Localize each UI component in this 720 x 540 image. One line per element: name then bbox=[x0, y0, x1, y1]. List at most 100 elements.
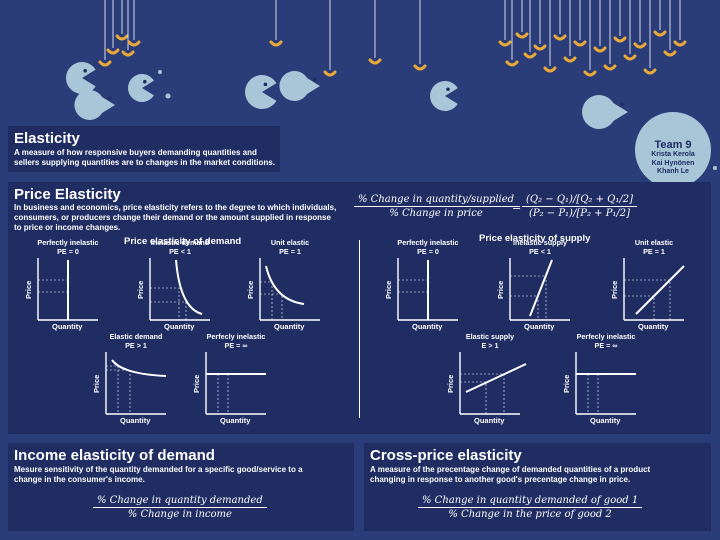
bait-icon bbox=[121, 50, 135, 57]
formula-denominator: % Change in the price of good 2 bbox=[418, 507, 643, 520]
formula-denominator: (P₂ − P₁)/[P₂ + P₁/2] bbox=[522, 206, 638, 219]
team-member: Kai Hynönen bbox=[651, 159, 695, 167]
fish-icon bbox=[245, 75, 277, 109]
cross-price-elasticity-title: Cross-price elasticity bbox=[370, 447, 522, 464]
y-axis-label: Price bbox=[136, 280, 145, 299]
fish-icon bbox=[279, 71, 320, 102]
fish-icon bbox=[128, 74, 154, 102]
fishing-lines bbox=[98, 0, 687, 77]
bait-icon bbox=[106, 48, 120, 55]
fish-eye-icon bbox=[263, 82, 268, 87]
bait-icon bbox=[323, 70, 337, 77]
fish-icon bbox=[582, 95, 628, 129]
graph-title: Elastic supply E > 1 bbox=[465, 332, 515, 350]
graph-title: Perfectly inelastic PE = 0 bbox=[397, 238, 459, 256]
bait-icon bbox=[523, 52, 537, 59]
bait-icon bbox=[623, 54, 637, 61]
fish-eye-icon bbox=[143, 79, 147, 84]
elasticity-title: Elasticity bbox=[14, 130, 80, 147]
elasticity-description: A measure of how responsive buyers deman… bbox=[14, 148, 275, 167]
curve-line bbox=[465, 363, 527, 393]
bait-icon bbox=[505, 60, 519, 67]
graph-title: Perfectly inelastic PE = 0 bbox=[37, 238, 99, 256]
team-member: Khanh Le bbox=[657, 168, 689, 175]
bait-icon bbox=[498, 40, 512, 47]
graph-title: Inelastic demand PE < 1 bbox=[150, 238, 210, 256]
fish-icon bbox=[74, 90, 115, 120]
bait-icon bbox=[413, 64, 427, 71]
fish-eye-icon bbox=[107, 96, 112, 101]
curve-line bbox=[111, 359, 167, 377]
bait-icon bbox=[603, 64, 617, 71]
elasticity-panel: Elasticity A measure of how responsive b… bbox=[8, 126, 280, 172]
y-axis-label: Price bbox=[246, 280, 255, 299]
supply-title: Price elasticity of supply bbox=[479, 233, 591, 244]
guide-line bbox=[460, 373, 505, 414]
cross-price-elasticity-formula: % Change in quantity demanded of good 1 … bbox=[418, 495, 643, 520]
y-axis-label: Price bbox=[192, 374, 201, 393]
income-elasticity-description: Mesure sensitivity of the quantity deman… bbox=[14, 465, 303, 484]
x-axis-label: Quantity bbox=[412, 322, 443, 331]
guide-line bbox=[510, 275, 547, 320]
y-axis-label: Price bbox=[496, 280, 505, 299]
price-elasticity-description: In business and economics, price elastic… bbox=[14, 203, 337, 232]
graph-title: Perfecly inelastic PE = ∞ bbox=[206, 332, 266, 350]
curve-line bbox=[635, 265, 685, 315]
bait-icon bbox=[515, 32, 529, 39]
y-axis-label: Price bbox=[24, 280, 33, 299]
bubble-icon bbox=[713, 166, 717, 170]
fish-eye-icon bbox=[83, 69, 87, 73]
y-axis-label: Price bbox=[384, 280, 393, 299]
price-elasticity-panel: Price Elasticity In business and economi… bbox=[8, 182, 711, 434]
bait-icon bbox=[98, 60, 112, 67]
guide-line bbox=[106, 365, 131, 414]
formula-denominator: % Change in price bbox=[354, 206, 519, 219]
guide-line bbox=[150, 287, 187, 320]
demand-title: Price elasticity of demand bbox=[124, 236, 242, 247]
fish-eye-icon bbox=[312, 77, 317, 82]
bait-icon bbox=[613, 36, 627, 43]
x-axis-label: Quantity bbox=[474, 416, 505, 425]
formula-numerator: % Change in quantity/supplied bbox=[358, 194, 515, 205]
bait-icon bbox=[583, 70, 597, 77]
bait-icon bbox=[573, 40, 587, 47]
curve-line bbox=[529, 259, 553, 317]
price-elasticity-formula-left: % Change in quantity/supplied % Change i… bbox=[354, 194, 519, 219]
cross-price-elasticity-panel: Cross-price elasticity A measure of the … bbox=[364, 443, 711, 531]
fish-eye-icon bbox=[620, 102, 624, 107]
income-elasticity-formula: % Change in quantity demanded % Change i… bbox=[93, 495, 267, 520]
bait-icon bbox=[653, 30, 667, 37]
bait-icon bbox=[115, 34, 129, 41]
bait-icon bbox=[593, 46, 607, 53]
x-axis-label: Quantity bbox=[52, 322, 83, 331]
price-elasticity-formula-right: (Q₂ − Q₁)/[Q₂ + Q₁/2] (P₂ − P₁)/[P₂ + P₁… bbox=[522, 194, 638, 219]
curve-line bbox=[175, 259, 203, 315]
team-name: Team 9 bbox=[654, 139, 692, 151]
graph-title: Unit elastic PE = 1 bbox=[270, 238, 310, 256]
bait-icon bbox=[673, 40, 687, 47]
section-divider bbox=[359, 240, 360, 418]
fish-eye-icon bbox=[446, 87, 450, 92]
equals-sign: = bbox=[512, 201, 522, 214]
bubble-icon bbox=[158, 70, 162, 74]
y-axis-label: Price bbox=[92, 374, 101, 393]
x-axis-label: Quantity bbox=[524, 322, 555, 331]
elasticity-graphs bbox=[37, 258, 685, 415]
y-axis-label: Price bbox=[446, 374, 455, 393]
bait-icon bbox=[269, 40, 283, 47]
guide-line bbox=[624, 279, 671, 320]
x-axis-label: Quantity bbox=[120, 416, 151, 425]
bait-icon bbox=[533, 44, 547, 51]
income-elasticity-title: Income elasticity of demand bbox=[14, 447, 215, 464]
bait-icon bbox=[368, 58, 382, 65]
bait-icon bbox=[663, 50, 677, 57]
bait-icon bbox=[643, 68, 657, 75]
formula-numerator: % Change in quantity demanded bbox=[97, 495, 263, 506]
x-axis-label: Quantity bbox=[590, 416, 621, 425]
income-elasticity-panel: Income elasticity of demand Mesure sensi… bbox=[8, 443, 354, 531]
x-axis-label: Quantity bbox=[638, 322, 669, 331]
bait-icon bbox=[633, 42, 647, 49]
cross-price-elasticity-description: A measure of the precentage change of de… bbox=[370, 465, 651, 484]
formula-numerator: % Change in quantity demanded of good 1 bbox=[422, 495, 639, 506]
fish-icon bbox=[66, 62, 96, 95]
